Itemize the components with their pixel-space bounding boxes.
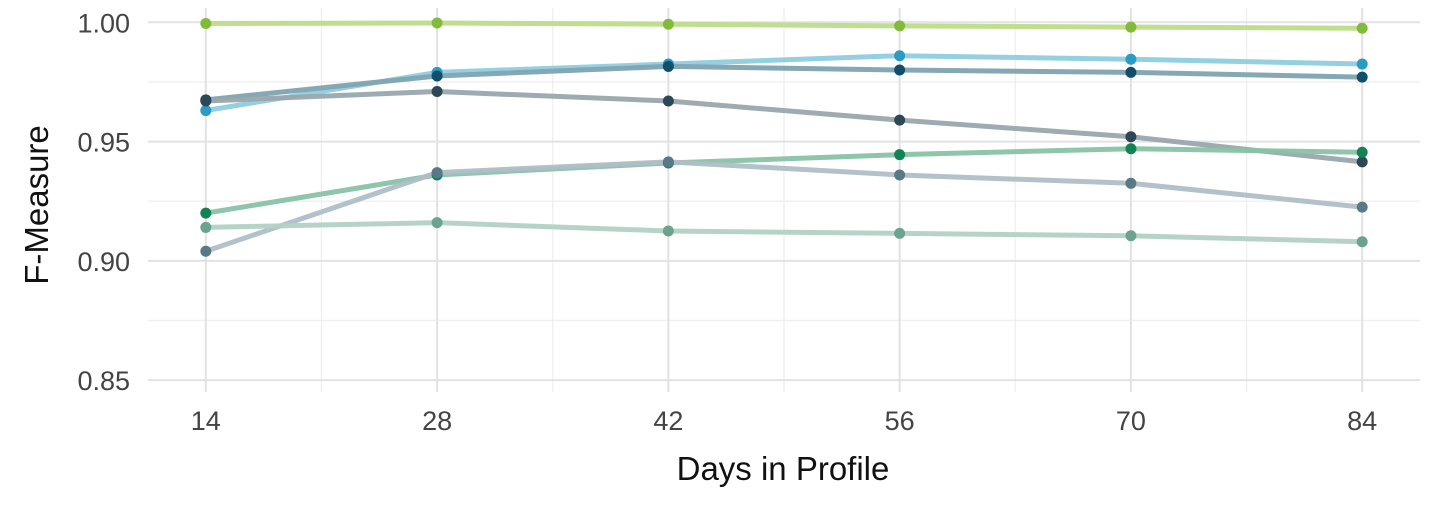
data-point [662, 156, 674, 168]
data-point [1125, 230, 1137, 242]
data-point [894, 50, 906, 62]
data-point [431, 167, 443, 179]
series-line-3 [203, 63, 1365, 103]
data-point [1356, 236, 1368, 248]
x-tick-label: 84 [1347, 406, 1377, 436]
y-axis-title: F-Measure [18, 125, 55, 285]
series-line-4 [203, 88, 1365, 165]
series-lines [203, 20, 1365, 254]
data-point [200, 221, 212, 233]
x-tick-label: 70 [1116, 406, 1146, 436]
data-point [662, 18, 674, 30]
data-point [894, 169, 906, 181]
data-point [431, 85, 443, 97]
data-point [662, 95, 674, 107]
x-tick-label: 42 [653, 406, 683, 436]
data-point [200, 207, 212, 219]
data-point [200, 105, 212, 117]
series-points [200, 17, 1368, 257]
data-point [894, 227, 906, 239]
data-point [1125, 21, 1137, 33]
data-point [1356, 58, 1368, 70]
data-point [200, 18, 212, 30]
x-axis-ticks: 14 28 42 56 70 84 [191, 406, 1377, 436]
x-tick-label: 28 [422, 406, 452, 436]
data-point [662, 60, 674, 72]
data-point [1356, 156, 1368, 168]
data-point [894, 114, 906, 126]
data-point [1356, 22, 1368, 34]
data-point [894, 149, 906, 161]
y-tick-label: 0.85 [77, 366, 130, 396]
series-line-7 [203, 220, 1365, 245]
y-axis-ticks: 0.85 0.90 0.95 1.00 [77, 8, 130, 396]
data-point [200, 95, 212, 107]
x-axis-title: Days in Profile [677, 450, 890, 487]
data-point [1125, 53, 1137, 65]
data-point [1125, 66, 1137, 78]
data-point [1125, 177, 1137, 189]
data-point [1356, 71, 1368, 83]
data-point [1125, 131, 1137, 143]
data-point [662, 225, 674, 237]
data-point [1356, 201, 1368, 213]
y-tick-label: 0.95 [77, 128, 130, 158]
data-point [200, 245, 212, 257]
data-point [1125, 143, 1137, 155]
data-point [894, 64, 906, 76]
series-line-1 [203, 20, 1365, 31]
data-point [894, 20, 906, 32]
y-tick-label: 0.90 [77, 247, 130, 277]
data-point [431, 70, 443, 82]
y-tick-label: 1.00 [77, 8, 130, 38]
data-point [431, 217, 443, 229]
x-tick-label: 14 [191, 406, 221, 436]
data-point [431, 17, 443, 29]
series-line-6 [203, 159, 1365, 254]
x-tick-label: 56 [885, 406, 915, 436]
data-point [1356, 146, 1368, 158]
series-line-5 [203, 146, 1365, 216]
